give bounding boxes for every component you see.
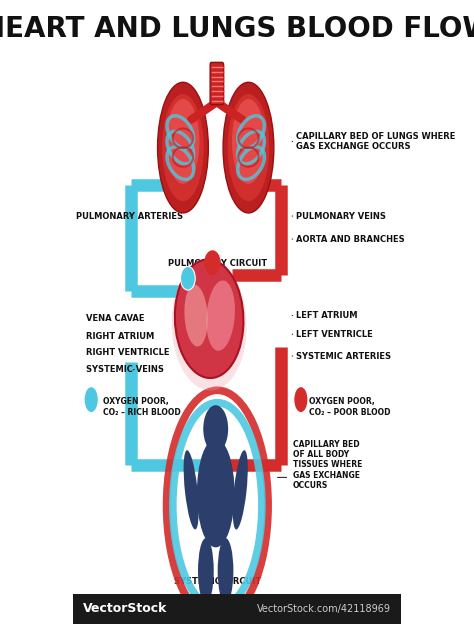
- Ellipse shape: [172, 259, 247, 391]
- Text: RIGHT VENTRICLE: RIGHT VENTRICLE: [86, 348, 170, 357]
- Ellipse shape: [218, 538, 233, 603]
- Text: RIGHT ATRIUM: RIGHT ATRIUM: [86, 332, 155, 341]
- Text: SYSTEMIC ARTERIES: SYSTEMIC ARTERIES: [296, 351, 391, 361]
- Text: HEART AND LUNGS BLOOD FLOW: HEART AND LUNGS BLOOD FLOW: [0, 16, 474, 43]
- Ellipse shape: [206, 281, 235, 351]
- Ellipse shape: [228, 94, 269, 201]
- FancyBboxPatch shape: [210, 62, 224, 104]
- Ellipse shape: [223, 82, 274, 213]
- Circle shape: [85, 387, 98, 412]
- Bar: [211, 428, 220, 454]
- Ellipse shape: [183, 450, 199, 529]
- Bar: [73, 594, 401, 624]
- Circle shape: [294, 387, 308, 412]
- Ellipse shape: [157, 82, 209, 213]
- Text: LEFT ATRIUM: LEFT ATRIUM: [296, 311, 357, 320]
- Text: LEFT VENTRICLE: LEFT VENTRICLE: [296, 330, 373, 339]
- Ellipse shape: [166, 99, 200, 184]
- Text: PULMONARY CIRCUIT: PULMONARY CIRCUIT: [168, 259, 267, 269]
- Ellipse shape: [197, 439, 235, 548]
- Ellipse shape: [232, 99, 265, 184]
- Ellipse shape: [162, 94, 204, 201]
- Text: PULMONARY VEINS: PULMONARY VEINS: [296, 211, 386, 221]
- Ellipse shape: [181, 266, 195, 290]
- Text: OXYGEN POOR,
CO₂ – POOR BLOOD: OXYGEN POOR, CO₂ – POOR BLOOD: [309, 398, 391, 417]
- Text: OXYGEN POOR,
CO₂ – RICH BLOOD: OXYGEN POOR, CO₂ – RICH BLOOD: [103, 398, 181, 417]
- Text: SYSTEMIC CIRCUIT: SYSTEMIC CIRCUIT: [174, 577, 261, 586]
- Text: VectorStock.com/42118969: VectorStock.com/42118969: [257, 604, 391, 614]
- Text: AORTA AND BRANCHES: AORTA AND BRANCHES: [296, 234, 405, 244]
- Ellipse shape: [204, 250, 220, 275]
- Text: VectorStock: VectorStock: [83, 602, 167, 615]
- Text: SYSTEMIC VEINS: SYSTEMIC VEINS: [86, 365, 164, 374]
- Circle shape: [203, 405, 228, 452]
- Ellipse shape: [233, 450, 248, 529]
- Ellipse shape: [175, 259, 244, 378]
- Text: CAPILLARY BED
OF ALL BODY
TISSUES WHERE
GAS EXCHANGE
OCCURS: CAPILLARY BED OF ALL BODY TISSUES WHERE …: [292, 439, 362, 490]
- Text: CAPILLARY BED OF LUNGS WHERE
GAS EXCHANGE OCCURS: CAPILLARY BED OF LUNGS WHERE GAS EXCHANG…: [296, 132, 456, 151]
- Text: VENA CAVAE: VENA CAVAE: [86, 314, 145, 323]
- Ellipse shape: [198, 538, 214, 603]
- Text: PULMONARY ARTERIES: PULMONARY ARTERIES: [76, 211, 183, 221]
- Ellipse shape: [184, 285, 208, 346]
